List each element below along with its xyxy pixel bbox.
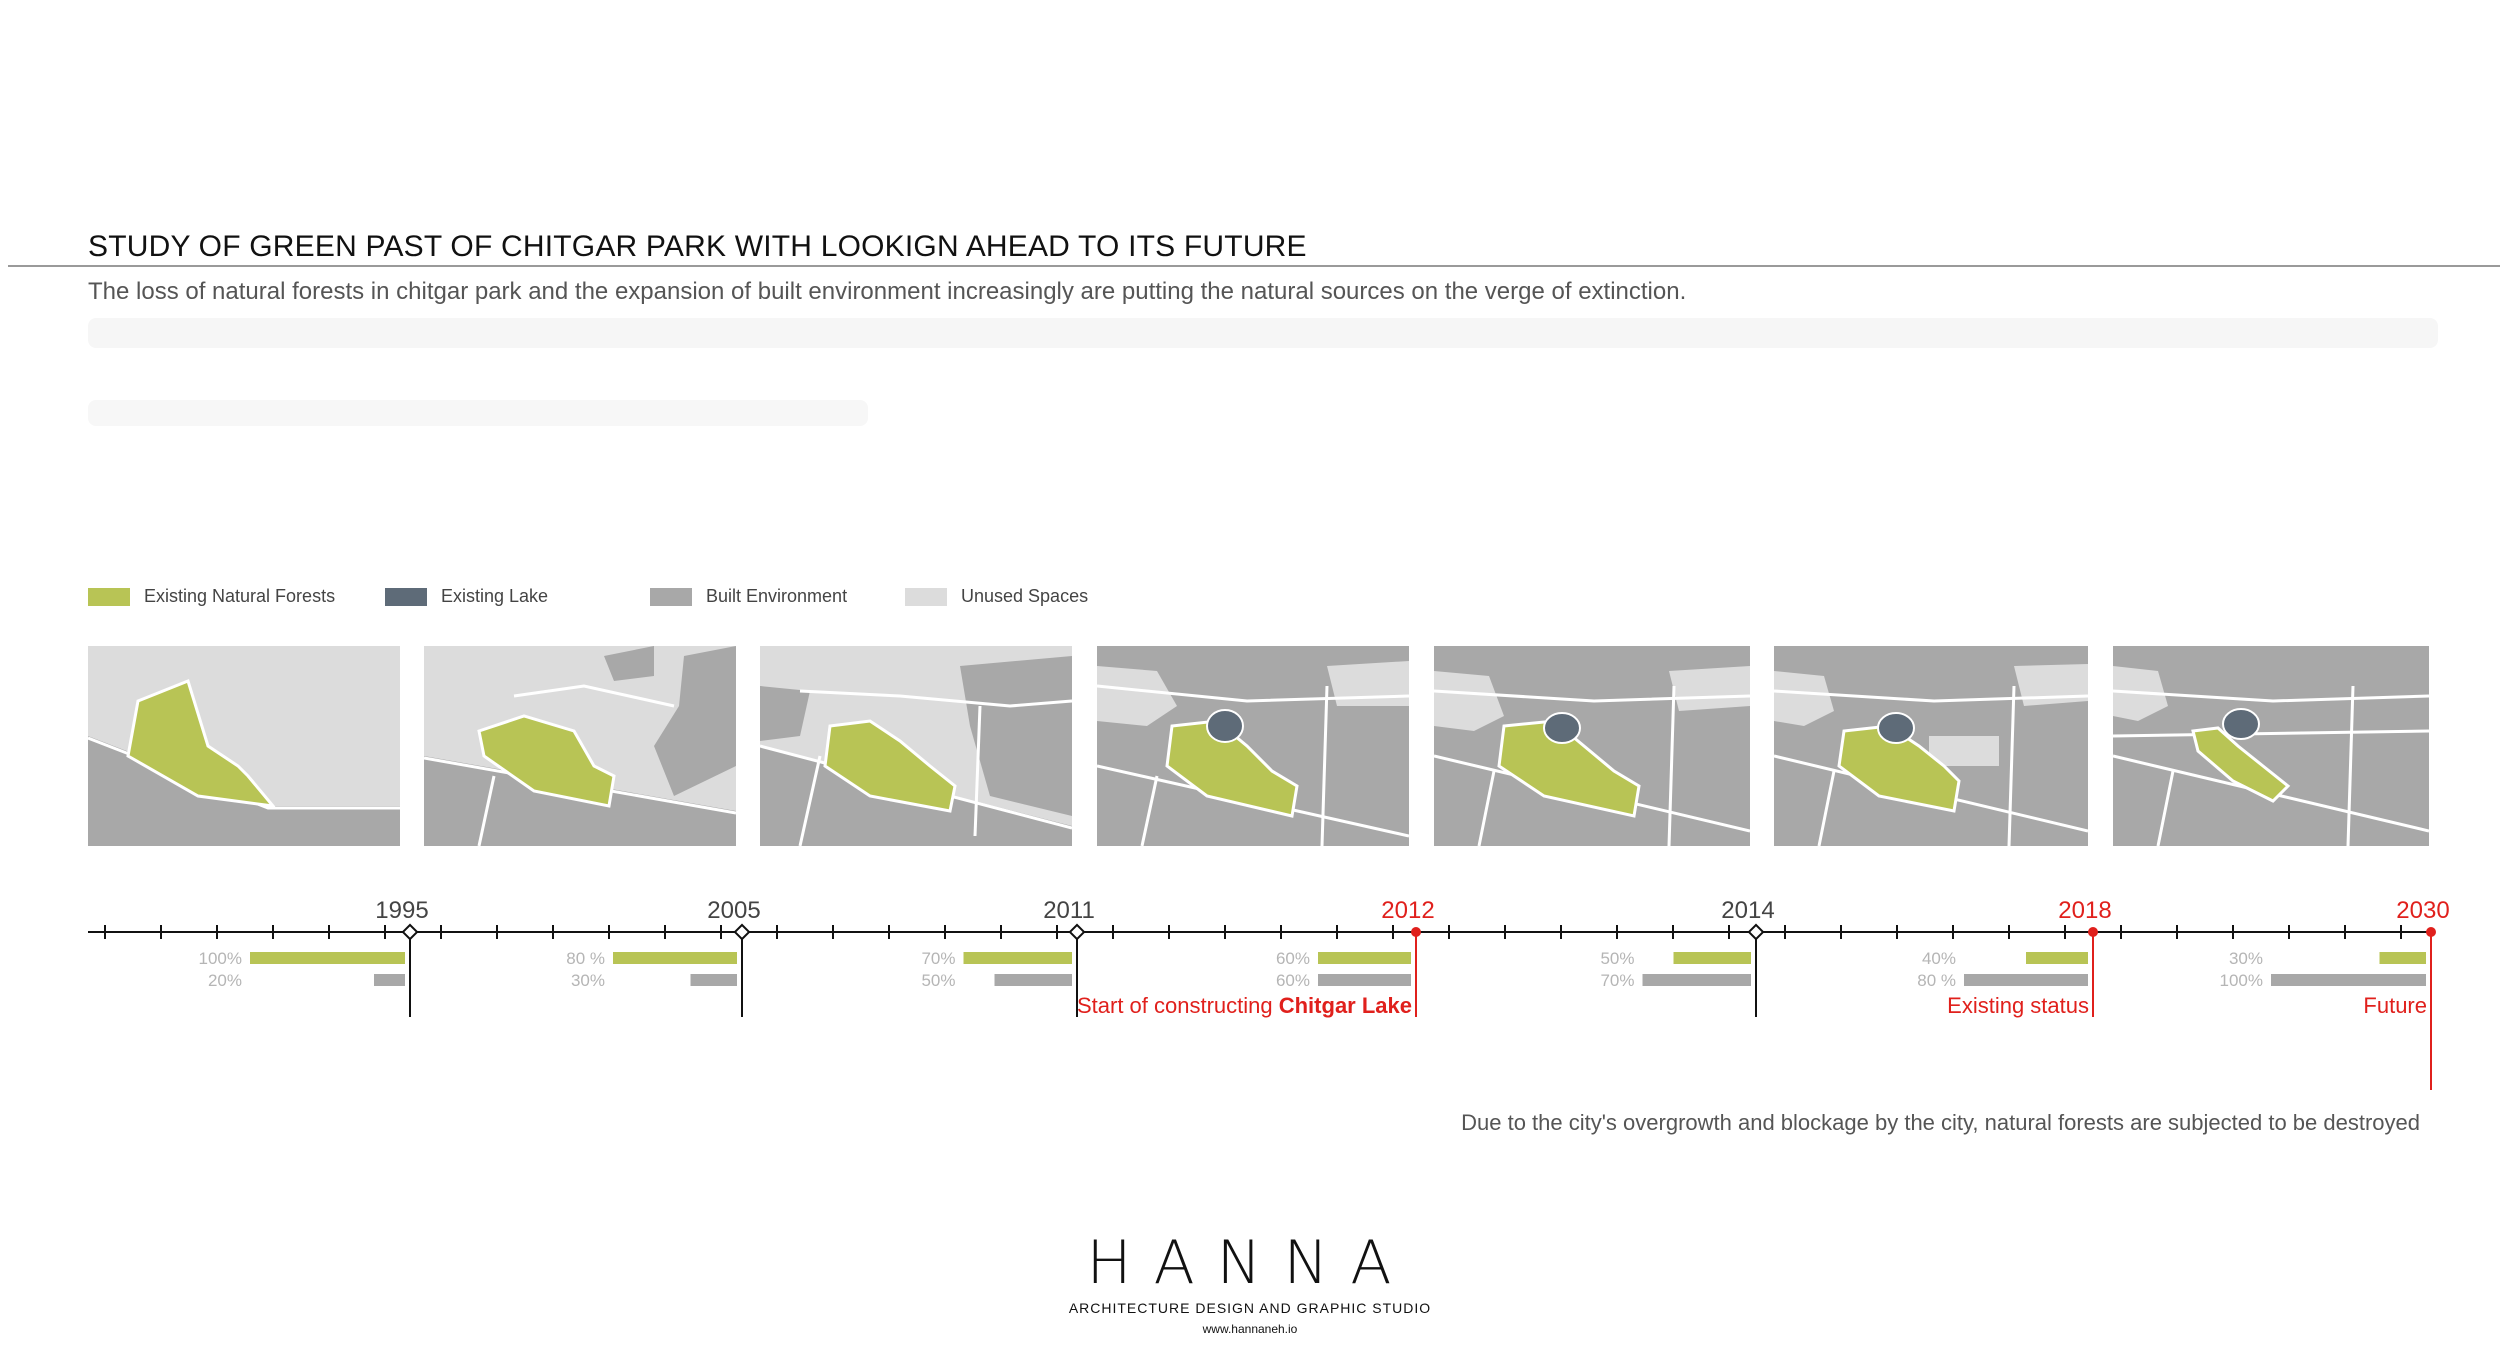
forest-percent-label: 50% xyxy=(1600,949,1634,968)
legend-built-label: Built Environment xyxy=(706,586,848,606)
timeline-marker-dot xyxy=(2426,927,2436,937)
timeline-year: 2030 xyxy=(2396,897,2449,924)
timeline-year: 2014 xyxy=(1721,897,1774,924)
built-bar xyxy=(1318,974,1411,986)
timeline-marker-diamond xyxy=(1068,923,1086,941)
studio-logo: HANNA xyxy=(1086,1228,1414,1298)
lake-swatch xyxy=(385,587,427,606)
forest-percent-label: 40% xyxy=(1922,949,1956,968)
timeline-year: 1995 xyxy=(375,897,428,924)
timeline-year: 2012 xyxy=(1381,897,1434,924)
built-bar xyxy=(374,974,405,986)
built-percent-label: 80 % xyxy=(1917,971,1956,990)
timeline-caption: Start of constructing Chitgar Lake xyxy=(1077,993,1412,1018)
caption-bold-text: Chitgar Lake xyxy=(1279,993,1412,1018)
built-bar xyxy=(2271,974,2426,986)
caption-text: Existing status xyxy=(1947,993,2089,1018)
page-title: STUDY OF GREEN PAST OF CHITGAR PARK WITH… xyxy=(88,230,1307,263)
built-bar xyxy=(690,974,737,986)
timeline-caption: Future xyxy=(2363,993,2427,1018)
timeline-marker-diamond xyxy=(401,923,419,941)
map-panel-2014 xyxy=(1434,646,1750,846)
timeline: 1995 100% 20% 2005 80 % 30% 2011 70% 50% 2012 60% 6… xyxy=(88,897,2450,1090)
bottom-note: Due to the city's overgrowth and blockag… xyxy=(1461,1110,2420,1135)
map-panel-2030 xyxy=(2113,646,2429,846)
forest-bar xyxy=(613,952,737,964)
built-percent-label: 50% xyxy=(921,971,955,990)
title-divider xyxy=(8,265,2500,267)
forest-percent-label: 60% xyxy=(1276,949,1310,968)
timeline-marker-dot xyxy=(2088,927,2098,937)
legend-forest-label: Existing Natural Forests xyxy=(144,586,336,606)
forest-bar xyxy=(250,952,405,964)
forest-percent-label: 100% xyxy=(199,949,242,968)
map-panel-2011 xyxy=(760,646,1072,846)
built-bar xyxy=(1964,974,2088,986)
timeline-caption: Existing status xyxy=(1947,993,2089,1018)
unused-swatch xyxy=(905,587,947,606)
legend-forest: Existing Natural Forests xyxy=(88,586,335,607)
forest-bar xyxy=(1673,952,1751,964)
legend-unused-label: Unused Spaces xyxy=(961,586,1089,606)
timeline-year: 2005 xyxy=(707,897,760,924)
forest-bar xyxy=(1318,952,1411,964)
legend-unused: Unused Spaces xyxy=(905,586,1088,607)
built-percent-label: 20% xyxy=(208,971,242,990)
timeline-year: 2011 xyxy=(1043,897,1095,924)
legend-lake: Existing Lake xyxy=(385,586,548,607)
page-subtitle: The loss of natural forests in chitgar p… xyxy=(88,278,1687,305)
built-percent-label: 30% xyxy=(571,971,605,990)
timeline-marker-diamond xyxy=(1747,923,1765,941)
map-panel-2005 xyxy=(424,646,736,846)
forest-bar xyxy=(2379,952,2426,964)
legend-lake-label: Existing Lake xyxy=(441,586,549,606)
map-panel-2012 xyxy=(1097,646,1409,846)
built-percent-label: 60% xyxy=(1276,971,1310,990)
caption-text: Future xyxy=(2363,993,2427,1018)
map-panel-2018 xyxy=(1774,646,2088,846)
forest-percent-label: 70% xyxy=(921,949,955,968)
timeline-marker-dot xyxy=(1411,927,1421,937)
forest-swatch xyxy=(88,587,130,606)
map-panel-1995 xyxy=(88,646,400,846)
legend-built: Built Environment xyxy=(650,586,847,607)
faded-text-band xyxy=(88,318,2438,348)
built-percent-label: 70% xyxy=(1600,971,1634,990)
studio-url: www.hannaneh.io xyxy=(1202,1322,1298,1336)
caption-text: Start of constructing xyxy=(1077,993,1279,1018)
forest-bar xyxy=(963,952,1072,964)
built-bar xyxy=(994,974,1072,986)
forest-bar xyxy=(2026,952,2088,964)
built-percent-label: 100% xyxy=(2220,971,2263,990)
built-bar xyxy=(1642,974,1751,986)
timeline-marker-diamond xyxy=(733,923,751,941)
studio-tagline: ARCHITECTURE DESIGN AND GRAPHIC STUDIO xyxy=(1068,1300,1432,1316)
built-swatch xyxy=(650,587,692,606)
forest-percent-label: 80 % xyxy=(566,949,605,968)
forest-percent-label: 30% xyxy=(2229,949,2263,968)
faded-text-band-2 xyxy=(88,400,868,426)
timeline-year: 2018 xyxy=(2058,897,2111,924)
